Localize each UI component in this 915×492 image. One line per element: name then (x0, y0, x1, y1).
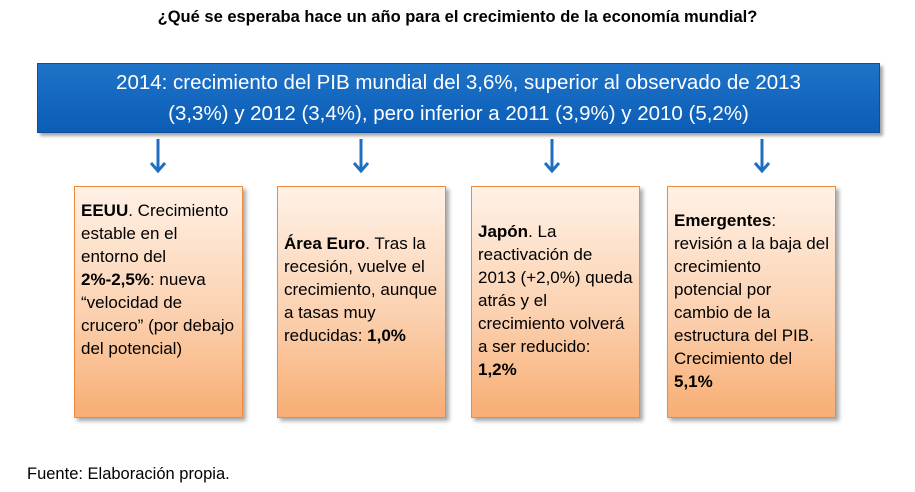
down-arrow-icon (544, 139, 560, 174)
box-text: . Crecimiento estable en el entorno del (81, 201, 229, 266)
box-value: 5,1% (674, 372, 713, 391)
banner-line-1: 2014: crecimiento del PIB mundial del 3,… (116, 71, 801, 94)
box-value: 1,0% (367, 326, 406, 345)
summary-banner: 2014: crecimiento del PIB mundial del 3,… (37, 63, 880, 133)
box-area-euro: Área Euro. Tras la recesión, vuelve el c… (277, 186, 446, 418)
box-heading: Emergentes (674, 211, 772, 230)
down-arrow-icon (754, 139, 770, 174)
box-value: 2%-2,5% (81, 270, 150, 289)
banner-line-2: (3,3%) y 2012 (3,4%), pero inferior a 20… (168, 102, 749, 125)
box-heading: Área Euro (284, 234, 366, 253)
box-text: : nueva “velocidad de crucero” (por deba… (81, 270, 235, 358)
box-emergentes: Emergentes: revisión a la baja del creci… (667, 186, 836, 418)
box-japon: Japón. La reactivación de 2013 (+2,0%) q… (471, 186, 640, 418)
source-note: Fuente: Elaboración propia. (27, 465, 230, 483)
box-eeuu: EEUU. Crecimiento estable en el entorno … (74, 186, 243, 418)
down-arrow-icon (150, 139, 166, 174)
box-text: . La reactivación de 2013 (+2,0%) queda … (478, 222, 633, 356)
box-value: 1,2% (478, 360, 517, 379)
page-title: ¿Qué se esperaba hace un año para el cre… (157, 8, 758, 26)
box-text: . Tras la recesión, vuelve el crecimient… (284, 234, 438, 345)
box-heading: Japón (478, 222, 529, 241)
down-arrow-icon (353, 139, 369, 174)
box-heading: EEUU (81, 201, 129, 220)
box-text: : revisión a la baja del crecimiento pot… (674, 211, 829, 368)
